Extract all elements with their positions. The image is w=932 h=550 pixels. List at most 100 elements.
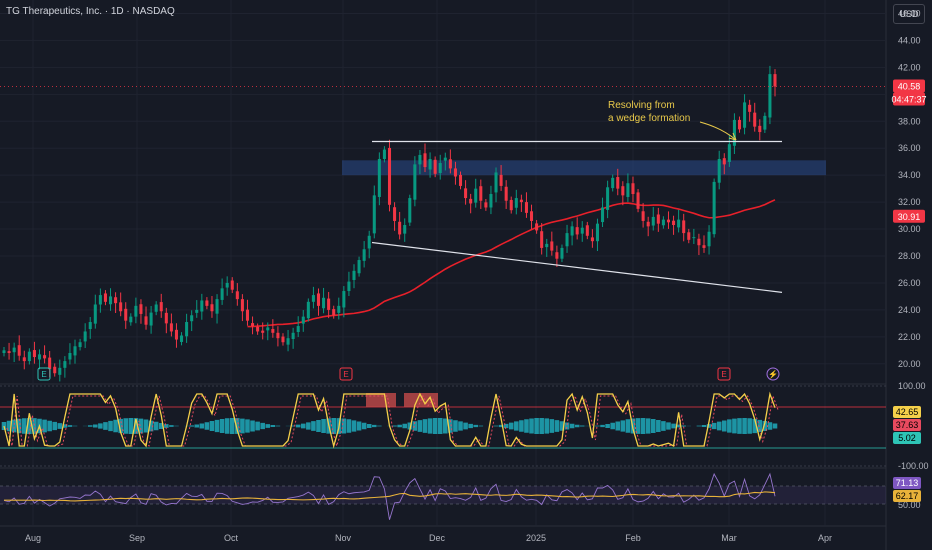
rsi-band [0,486,886,504]
candle-body [68,353,72,360]
last-price-tag: 40.58 [893,79,925,93]
earnings-box [339,367,353,381]
countdown-tag-text: 04:47:37 [891,95,926,105]
last-price-tag-text: 40.58 [898,82,921,92]
lightning-icon[interactable]: ⚡ [766,367,780,381]
candle-body [575,227,579,235]
countdown-tag: 04:47:37 [891,92,927,106]
candle-body [458,174,463,186]
candle-body [245,309,249,321]
candle-body [235,291,239,300]
price-tick-label: 26.00 [898,278,921,288]
candle-body [27,351,31,362]
candles [2,65,777,382]
earnings-icon[interactable]: E [37,367,51,381]
candle-body [291,332,295,339]
candle-body [154,304,158,312]
candle-body [210,304,214,312]
osc-hist-tag-bg [893,432,921,444]
candle-body [174,329,178,340]
rsi-value-tag: 71.13 [893,477,921,489]
price-tick-label: 36.00 [898,143,921,153]
candle-body [261,330,265,333]
candle-body [139,304,143,314]
annotation-arrow [699,121,737,141]
osc-k-tag: 42.65 [893,406,921,418]
event-markers[interactable]: E E E ⚡ [37,367,780,381]
time-tick-label: Aug [25,533,41,543]
candle-body [677,219,681,228]
price-axis: 20.00 22.00 24.00 26.00 28.00 30.00 32.00 34.00… [898,8,921,368]
candle-body [362,249,366,261]
candle-body [281,336,285,343]
time-tick-label: 2025 [526,533,546,543]
candle-body [672,220,676,226]
candle-body [540,231,544,248]
candle-body [666,219,671,223]
candle-body [276,332,280,339]
rsi-signal-tag-bg [893,490,921,502]
candle-body [337,305,341,313]
candle-body [322,297,326,309]
candle-body [768,74,772,118]
candle-body [636,192,640,209]
rsi-value-tag-text: 71.13 [896,478,919,488]
candle-body [763,115,767,130]
rsi-signal-line [4,491,776,502]
time-tick-label: Mar [721,533,737,543]
candle-body [443,157,447,161]
candle-body [393,207,397,221]
candle-body [88,322,92,330]
candle-body [606,187,610,210]
candle-body [428,158,432,170]
candle-body [682,220,686,234]
price-tick-label: 44.00 [898,35,921,45]
candle-body [737,119,742,130]
rsi-signal-tag-text: 62.17 [896,491,919,501]
rsi-tick-label: 50.00 [898,500,921,510]
osc-d-tag: 37.63 [893,419,921,431]
osc-d-tag-bg [893,419,921,431]
moving-average-line [247,199,776,328]
candle-body [595,223,599,242]
candle-body [215,299,219,314]
candle-body [149,312,153,326]
candle-body [433,159,437,174]
currency-button[interactable]: USD [893,4,925,24]
candle-body [347,281,351,292]
osc-d-tag-text: 37.63 [896,420,919,430]
price-tick-label: 42.00 [898,62,921,72]
candle-body [641,211,645,221]
time-tick-label: Feb [625,533,641,543]
candle-body [129,316,133,323]
osc-hist-tag: 5.02 [893,432,921,444]
chart-title: TG Therapeutics, Inc. · 1D · NASDAQ [6,6,175,17]
candle-body [469,198,473,204]
price-tick-label: 30.00 [898,224,921,234]
candle-body [611,177,615,189]
candle-body [220,288,224,300]
candle-body [453,168,457,177]
candle-body [377,158,381,197]
time-tick-label: Oct [224,533,239,543]
price-tick-label: 24.00 [898,305,921,315]
earnings-icon[interactable]: E [717,367,731,381]
candle-body [570,226,574,236]
candle-body [195,309,199,313]
candle-body [271,329,275,333]
price-tick-label: 20.00 [898,359,921,369]
candle-body [479,186,483,201]
event-label: ⚡ [768,369,778,379]
earnings-icon[interactable]: E [339,367,353,381]
candle-body [601,207,605,223]
candle-body [408,198,412,223]
candle-body [651,216,655,226]
support-line [371,241,783,293]
osc-k-line [3,391,776,449]
candle-body [124,308,128,321]
time-axis: Aug Sep Oct Nov Dec 2025 Feb Mar Apr [25,533,832,543]
candle-body [727,144,731,162]
candle-body [555,252,559,259]
time-tick-label: Nov [335,533,352,543]
